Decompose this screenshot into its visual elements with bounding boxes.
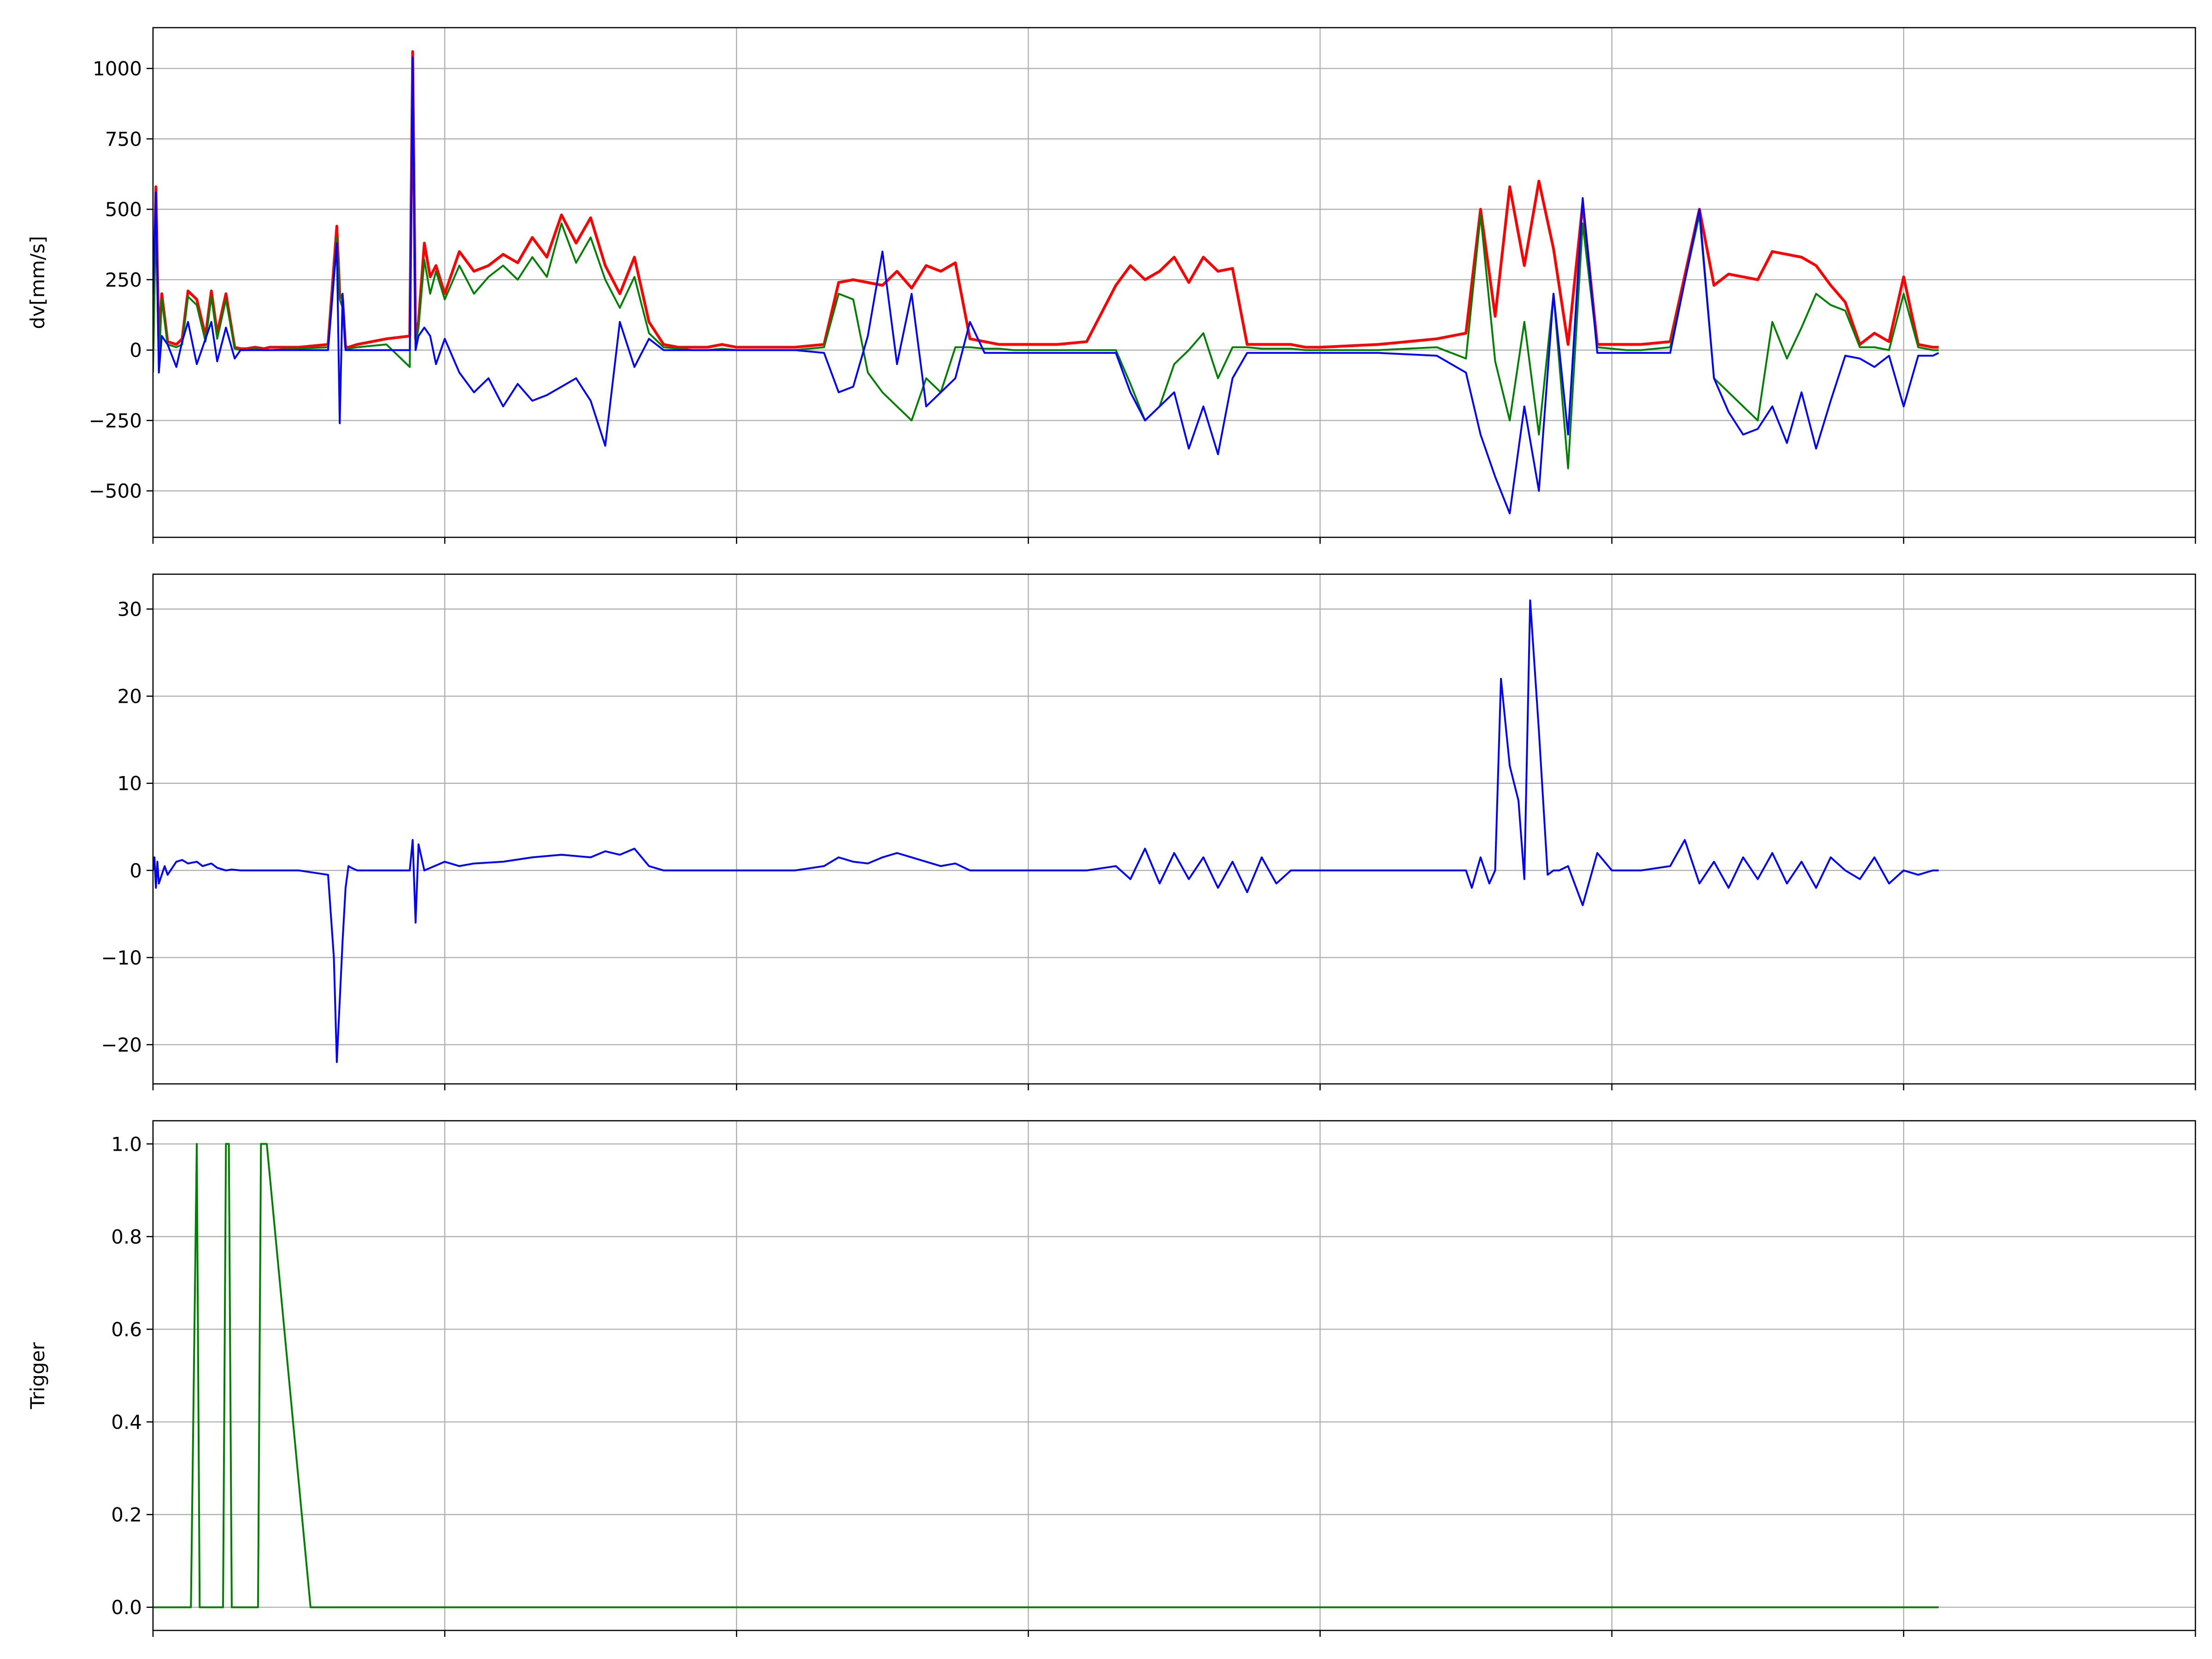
series-line-1 (153, 599, 1939, 1063)
subplot-2: −20 −10 0 10 20 30 (101, 573, 2196, 1090)
y-axis-label: Trigger (26, 1342, 49, 1410)
y-tick-label: 1000 (93, 58, 142, 80)
plot-frame (152, 1120, 2196, 1631)
y-tick-label: 0.8 (111, 1225, 142, 1248)
plot-frame (152, 27, 2196, 538)
y-tick-label: −10 (101, 947, 142, 969)
y-tick-label: 750 (105, 128, 142, 150)
subplot-3: 0.0 0.2 0.4 0.6 0.8 1.0 Trigger (26, 1120, 2196, 1637)
y-tick-label: 500 (105, 198, 142, 221)
y-tick-label: 30 (118, 598, 142, 621)
y-tick-label: 1.0 (111, 1133, 142, 1155)
y-tick-label: 250 (105, 269, 142, 291)
y-tick-label: 0.6 (111, 1318, 142, 1341)
subplot-1: −500 −250 0 250 500 750 1000 dv[mm/s] (26, 27, 2196, 544)
y-axis-label: dv[mm/s] (26, 236, 49, 329)
series-line-3 (153, 56, 1939, 515)
series-line-2 (153, 56, 1939, 470)
y-tick-label: −250 (89, 409, 142, 432)
y-tick-label: 0.4 (111, 1411, 142, 1434)
y-tick-label: 0 (129, 859, 142, 882)
y-tick-label: 10 (118, 772, 142, 795)
series-line-1 (153, 1143, 1939, 1608)
y-tick-label: −20 (101, 1034, 142, 1056)
y-tick-label: 20 (118, 685, 142, 708)
y-tick-label: 0 (129, 339, 142, 362)
y-tick-label: −500 (89, 480, 142, 502)
y-tick-label: 0.0 (111, 1596, 142, 1619)
plot-frame (152, 573, 2196, 1085)
y-tick-label: 0.2 (111, 1504, 142, 1526)
